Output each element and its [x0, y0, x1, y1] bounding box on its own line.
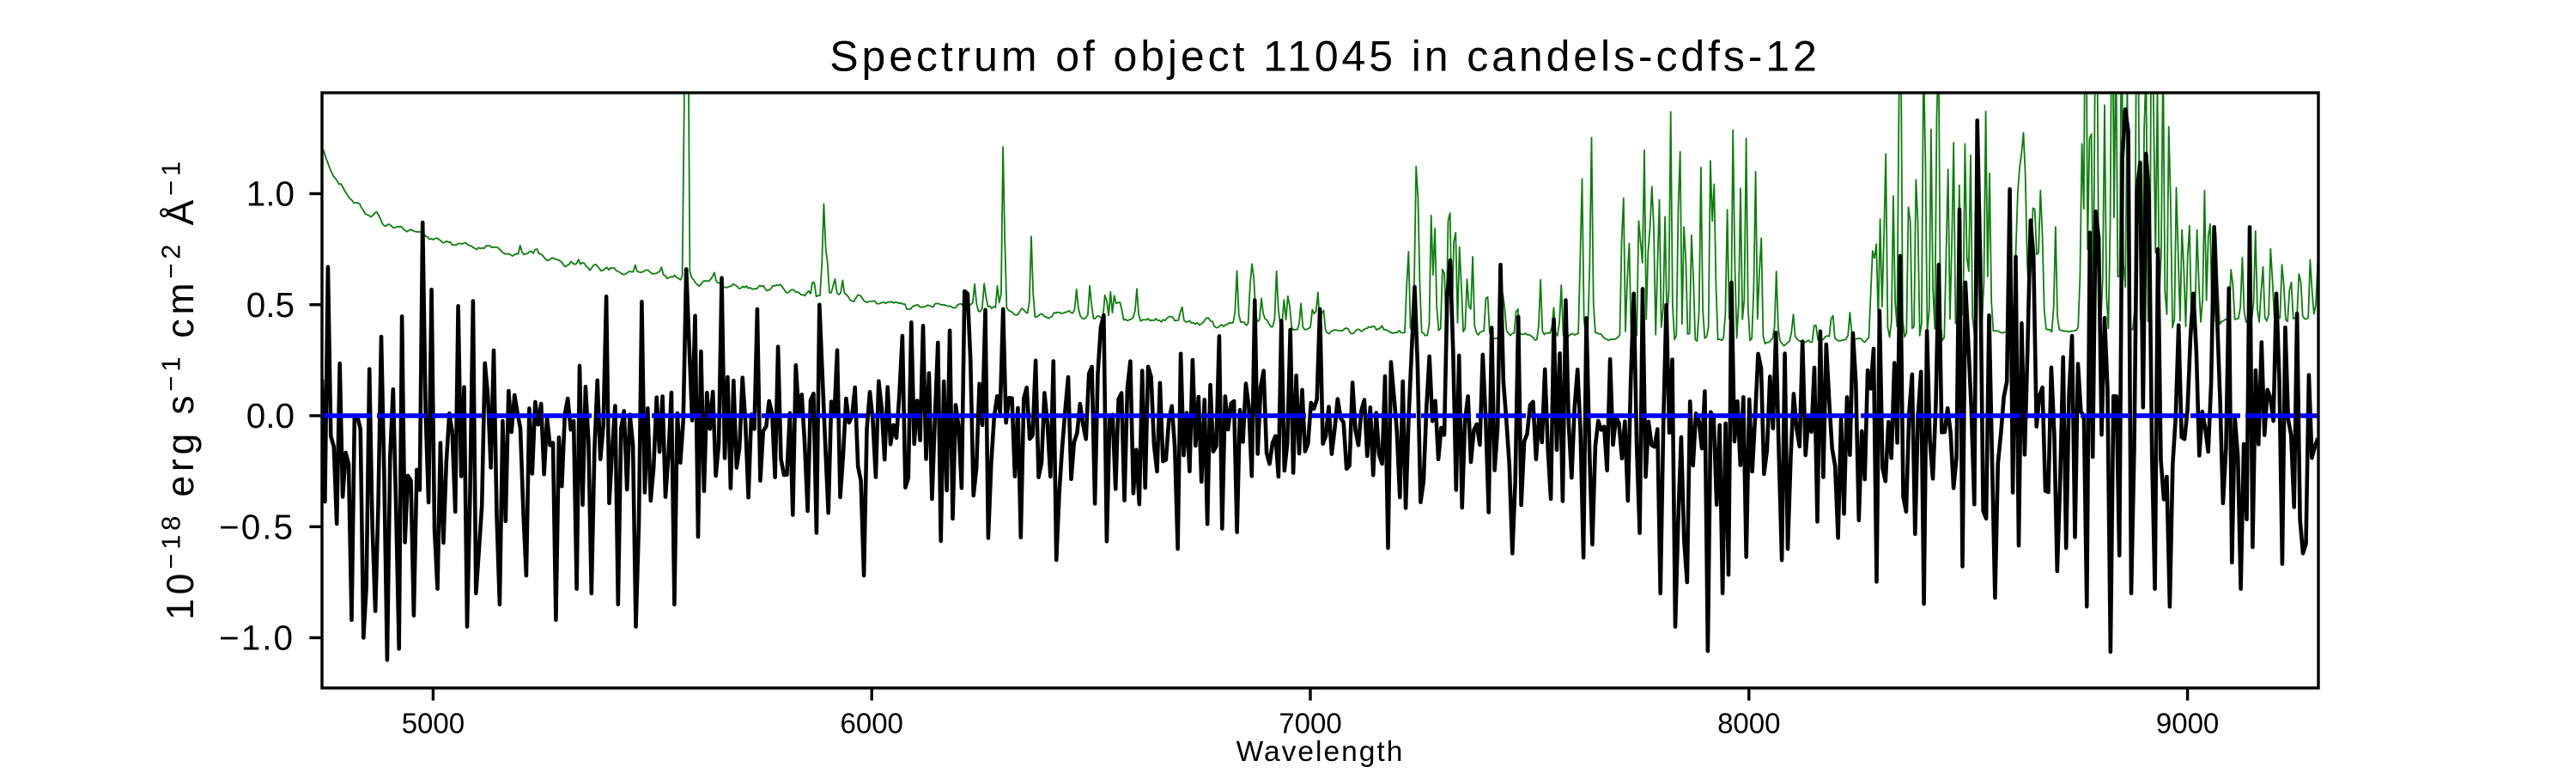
svg-text:8000: 8000 [1717, 707, 1780, 739]
svg-text:7000: 7000 [1279, 707, 1341, 739]
svg-text:0.0: 0.0 [246, 396, 295, 435]
svg-text:9000: 9000 [2156, 707, 2219, 739]
svg-text:−0.5: −0.5 [219, 507, 295, 546]
svg-text:−1.0: −1.0 [219, 618, 295, 658]
svg-text:Spectrum of object 11045 in ca: Spectrum of object 11045 in candels-cdfs… [829, 33, 1820, 81]
svg-text:0.5: 0.5 [246, 285, 295, 325]
svg-text:5000: 5000 [402, 707, 465, 739]
svg-text:1.0: 1.0 [246, 174, 295, 214]
svg-text:6000: 6000 [840, 707, 902, 739]
svg-text:Wavelength: Wavelength [1236, 736, 1405, 768]
